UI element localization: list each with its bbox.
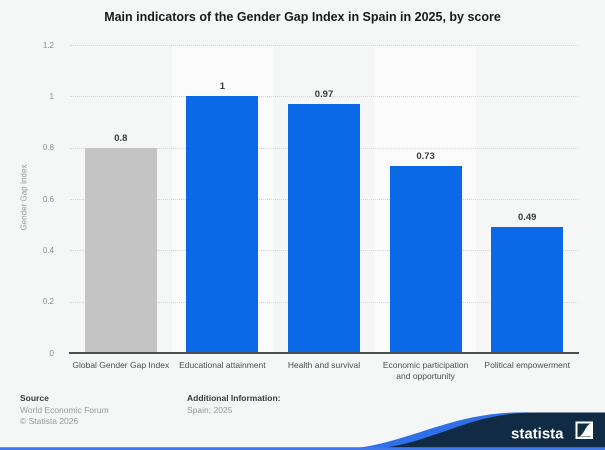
copyright: © Statista 2026: [20, 416, 79, 427]
x-axis-label: Educational attainment: [179, 360, 266, 370]
additional-info-label: Additional Information:: [187, 393, 281, 403]
wave-navy: [358, 412, 605, 450]
bar-value-label: 0.73: [416, 150, 435, 162]
bar: [84, 147, 157, 353]
y-axis-tick: 0: [49, 348, 54, 358]
y-axis-tick: 1.2: [42, 40, 54, 50]
y-axis-tick: 0.8: [42, 143, 54, 153]
source-value: World Economic Forum: [20, 405, 109, 415]
statista-logo-text: statista: [511, 426, 564, 443]
y-axis-tick: 0.2: [42, 297, 54, 307]
x-axis-line: [69, 352, 579, 354]
additional-info-value: Spain; 2025: [187, 405, 233, 415]
statista-footer-wave: statista: [0, 412, 605, 450]
x-axis-label: Economic participation and opportunity: [382, 360, 469, 382]
x-axis-label: Global Gender Gap Index: [72, 360, 170, 370]
y-axis: 0 0.2 0.4 0.6 0.8 1 1.2: [0, 41, 62, 358]
bar: [389, 165, 462, 353]
plot-area: 0.8 1 0.97 0.73 0.49: [70, 45, 578, 353]
source-block: Source World Economic Forum © Statista 2…: [20, 393, 109, 428]
y-axis-tick: 1: [49, 91, 54, 101]
statista-logo: statista: [511, 421, 593, 443]
gridline: [70, 45, 578, 46]
bar-value-label: 0.97: [314, 89, 334, 101]
x-axis-label: Political empowerment: [484, 360, 570, 370]
y-axis-tick: 0.6: [42, 194, 54, 204]
bar-value-label: 0.49: [517, 212, 537, 224]
bar: [288, 104, 360, 353]
bar: [491, 227, 564, 353]
additional-info-block: Additional Information: Spain; 2025: [187, 393, 281, 416]
source-label: Source: [20, 393, 49, 403]
gridline: [70, 96, 578, 98]
statista-logo-mark: [575, 421, 593, 439]
bar-value-label: 0.8: [114, 132, 128, 144]
bar-value-label: 1: [219, 81, 226, 93]
y-axis-tick: 0.4: [42, 245, 54, 255]
chart-title: Main indicators of the Gender Gap Index …: [104, 10, 501, 24]
bottom-accent-line: [0, 447, 605, 450]
bar: [186, 96, 259, 353]
x-axis-label: Health and survival: [287, 360, 361, 370]
